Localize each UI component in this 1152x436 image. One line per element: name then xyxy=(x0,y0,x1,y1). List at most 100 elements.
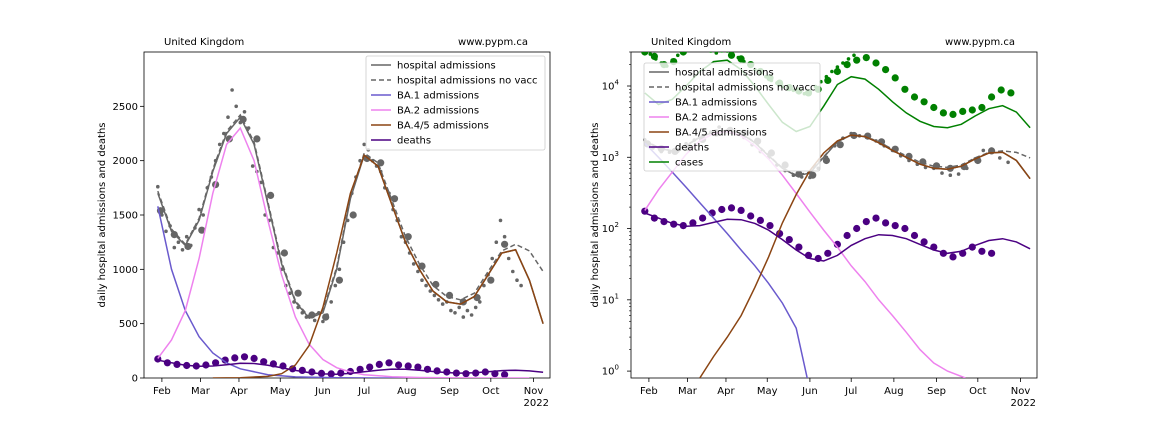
data-point xyxy=(930,103,938,112)
data-point xyxy=(184,234,189,239)
data-point xyxy=(280,249,288,257)
data-point xyxy=(824,76,832,84)
data-point xyxy=(901,224,909,233)
data-point xyxy=(487,276,495,284)
data-point xyxy=(670,58,675,62)
data-point xyxy=(312,318,317,323)
x-tick-label: Nov xyxy=(524,386,544,397)
y-tick-label: 2500 xyxy=(113,102,138,113)
data-point xyxy=(308,368,316,376)
left-legend: hospital admissions hospital admissions n… xyxy=(365,55,546,151)
data-point xyxy=(822,156,831,165)
y-tick-label: 2000 xyxy=(113,156,138,167)
right-title-source: www.pypm.ca xyxy=(945,37,1015,48)
data-point xyxy=(231,354,239,362)
data-point xyxy=(420,278,424,283)
data-point xyxy=(841,61,845,65)
data-point xyxy=(176,240,181,244)
data-point xyxy=(515,278,519,283)
data-point xyxy=(502,234,507,239)
data-point xyxy=(172,245,177,250)
data-point xyxy=(742,59,746,64)
data-point xyxy=(250,354,258,362)
legend-label: BA.1 admissions xyxy=(675,98,757,109)
data-point xyxy=(198,226,206,234)
data-point xyxy=(882,66,890,74)
data-point xyxy=(322,313,330,321)
series-line-ba-1-admissions xyxy=(157,206,433,378)
data-point xyxy=(648,52,653,56)
data-point xyxy=(882,219,890,227)
data-point xyxy=(846,57,851,61)
data-point xyxy=(676,53,680,58)
data-point xyxy=(294,289,302,297)
data-point xyxy=(747,212,755,220)
right-title-country: United Kingdom xyxy=(651,37,731,48)
y-tick-label: 0 xyxy=(132,374,138,385)
data-point xyxy=(853,56,861,64)
deaths-data-points xyxy=(641,204,996,263)
data-point xyxy=(836,141,844,149)
data-point xyxy=(329,300,334,304)
data-point xyxy=(988,249,996,257)
legend-box xyxy=(365,55,546,151)
data-point xyxy=(932,162,941,170)
series-line-ba-2-admissions xyxy=(157,126,530,378)
data-point xyxy=(654,57,658,61)
legend-label: BA.2 admissions xyxy=(397,106,479,117)
data-point xyxy=(998,156,1002,160)
data-point xyxy=(404,233,412,241)
x-tick-label: Feb xyxy=(153,386,171,397)
x-tick-label: Nov xyxy=(1011,386,1031,397)
data-point xyxy=(689,219,697,227)
data-point xyxy=(259,180,263,185)
data-point xyxy=(267,191,275,199)
data-point xyxy=(164,229,168,234)
data-point xyxy=(416,269,420,274)
data-point xyxy=(833,240,842,248)
data-point xyxy=(824,249,832,257)
y-tick-label: 500 xyxy=(119,319,138,330)
legend-label: BA.2 admissions xyxy=(675,113,757,124)
data-point xyxy=(920,98,928,106)
data-point xyxy=(731,53,735,58)
data-point xyxy=(221,356,229,364)
data-point xyxy=(432,280,440,289)
legend-label: BA.1 admissions xyxy=(397,91,479,102)
data-point xyxy=(682,48,686,52)
data-point xyxy=(1007,89,1015,97)
data-point xyxy=(830,69,834,74)
legend-box xyxy=(643,62,821,172)
data-point xyxy=(335,276,343,284)
y-tick-label: 100 xyxy=(602,364,619,378)
left-year-label: 2022 xyxy=(524,398,549,409)
right-axes: Feb Mar Apr May Jun Jul Aug Sep Oct Nov 100 101 102 1… xyxy=(602,51,1031,397)
data-point xyxy=(949,110,957,118)
data-point xyxy=(718,205,726,214)
data-point xyxy=(180,248,185,252)
y-tick-label: 1000 xyxy=(113,265,138,276)
data-point xyxy=(501,371,509,378)
x-tick-label: Sep xyxy=(440,386,459,397)
data-point xyxy=(337,267,342,272)
data-point xyxy=(240,353,249,361)
data-point xyxy=(498,218,503,223)
data-point xyxy=(356,365,364,373)
data-point xyxy=(910,231,919,240)
data-point xyxy=(766,222,774,230)
data-point xyxy=(939,109,948,117)
legend-label: hospital admissions no vacc xyxy=(675,83,816,94)
data-point xyxy=(679,52,687,56)
data-point xyxy=(891,74,899,82)
series-line-deaths xyxy=(644,212,1031,262)
data-point xyxy=(253,135,261,143)
legend-label: hospital admissions xyxy=(397,61,496,72)
series-line-ba-4-5-admissions xyxy=(699,134,1031,378)
data-point xyxy=(385,359,393,367)
data-point xyxy=(424,283,428,288)
series-line-ba-4-5-admissions xyxy=(212,153,544,378)
data-point xyxy=(910,93,919,101)
data-point xyxy=(981,148,986,153)
data-point xyxy=(494,240,499,244)
